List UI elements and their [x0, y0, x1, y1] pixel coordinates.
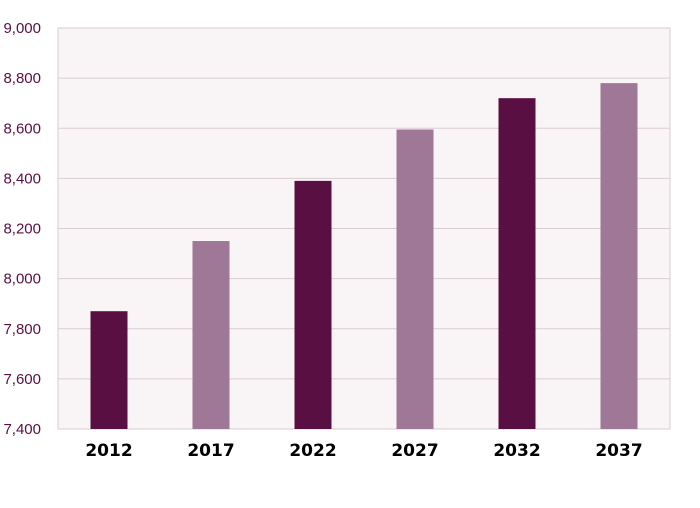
- y-axis: 7,400 7,600 7,800 8,000 8,200 8,400 8,600 8,800…: [3, 20, 41, 438]
- bars: [90, 83, 638, 430]
- bar-2032: [498, 98, 536, 430]
- bar-2022: [294, 180, 332, 429]
- x-tick-label-2032: 2032: [493, 441, 540, 461]
- y-tick-label: 7,800: [3, 321, 41, 338]
- x-tick-label-2037: 2037: [595, 441, 642, 461]
- y-tick-label: 7,400: [3, 421, 41, 438]
- y-tick-label: 8,200: [3, 221, 41, 238]
- x-axis: 2012 2017 2022 2027 2032 2037: [85, 441, 642, 461]
- y-tick-label: 7,600: [3, 371, 41, 388]
- gridlines: [58, 27, 670, 430]
- x-tick-label-2017: 2017: [187, 441, 234, 461]
- x-tick-label-2012: 2012: [85, 441, 132, 461]
- bar-2017: [192, 241, 230, 429]
- x-tick-label-2027: 2027: [391, 441, 438, 461]
- y-tick-label: 8,400: [3, 170, 41, 187]
- y-tick-label: 8,000: [3, 271, 41, 288]
- x-tick-label-2022: 2022: [289, 441, 336, 461]
- bar-2012: [90, 311, 128, 429]
- bar-2027: [396, 129, 434, 430]
- bar-2037: [600, 83, 638, 429]
- y-tick-label: 8,800: [3, 70, 41, 87]
- y-tick-label: 9,000: [3, 20, 41, 37]
- y-tick-label: 8,600: [3, 120, 41, 137]
